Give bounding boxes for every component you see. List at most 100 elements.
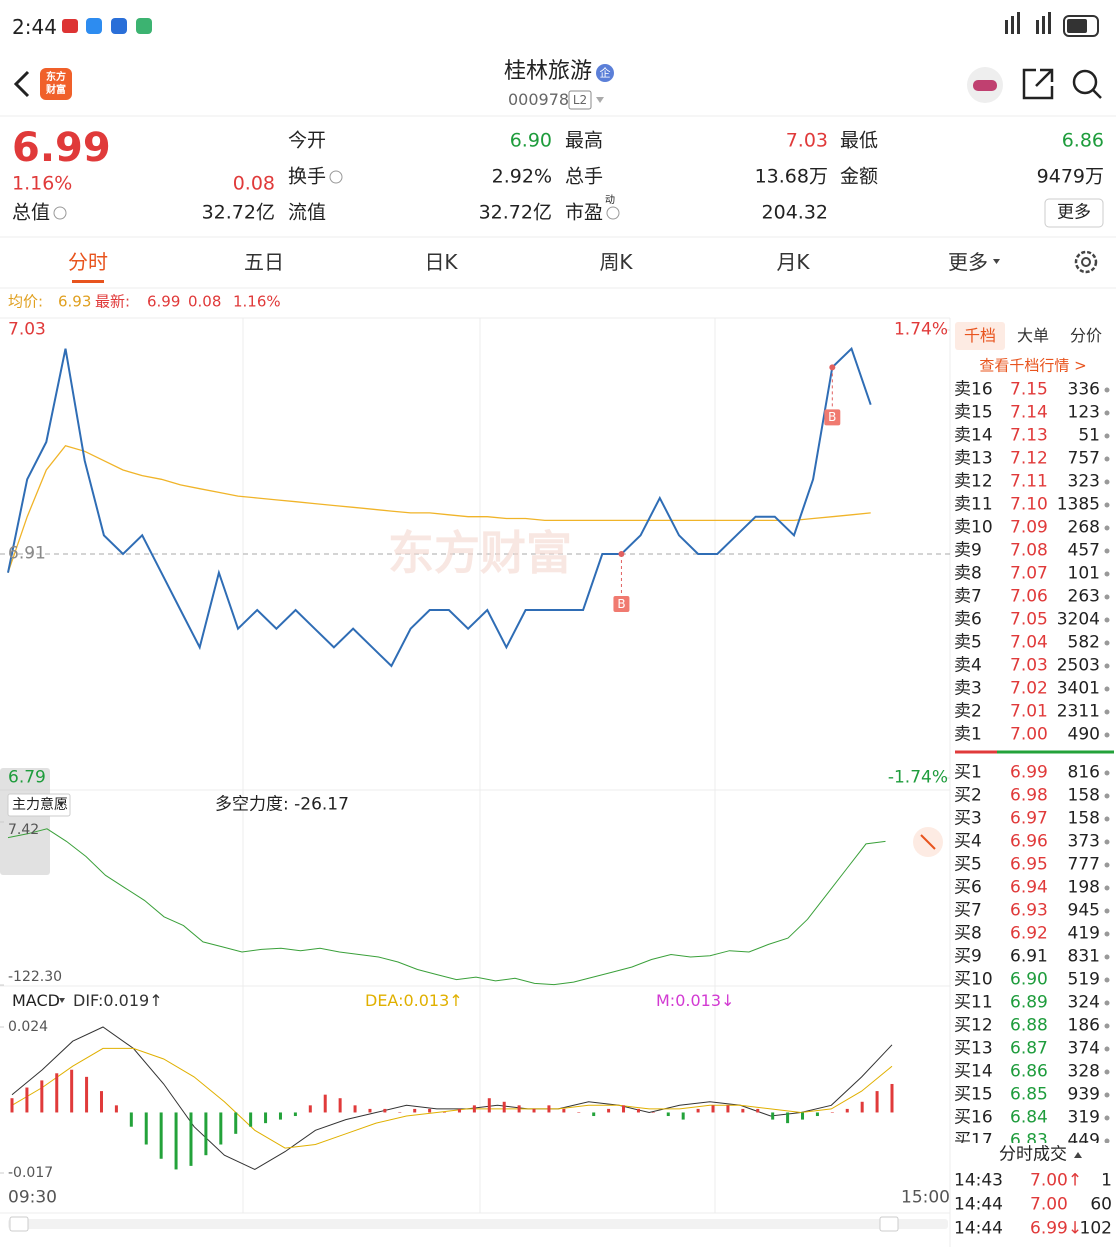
book-tab[interactable]: 大单: [1016, 326, 1050, 345]
tab[interactable]: 更多: [948, 250, 988, 274]
book-dot: [1104, 1046, 1110, 1052]
book-tab[interactable]: 千档: [963, 326, 997, 345]
tab[interactable]: 周K: [599, 250, 633, 274]
trades-title[interactable]: 分时成交: [999, 1144, 1067, 1165]
book-volume: 945: [1067, 900, 1100, 921]
info-icon: [329, 170, 343, 184]
trade-volume: 1: [1101, 1170, 1112, 1191]
macd-name[interactable]: MACD: [12, 991, 60, 1010]
book-dot: [1104, 548, 1110, 554]
tab-caret: [993, 259, 1000, 264]
macd-legend: DIF:0.019↑: [73, 991, 163, 1010]
field-value: 32.72亿: [201, 201, 275, 224]
macd-legend: DEA:0.013↑: [365, 991, 463, 1010]
trade-price: 7.00↑: [1030, 1170, 1083, 1191]
book-volume: 268: [1067, 517, 1100, 538]
book-volume: 186: [1067, 1015, 1100, 1036]
macd-bar: [607, 1108, 611, 1113]
book-label: 卖6: [954, 609, 982, 630]
macd-bar: [99, 1091, 103, 1113]
book-label: 卖1: [954, 724, 982, 745]
book-price: 7.00: [1010, 724, 1048, 745]
back-button[interactable]: [13, 70, 30, 98]
book-price: 6.93: [1010, 900, 1048, 921]
book-dot: [1104, 571, 1110, 577]
book-price: 7.09: [1010, 517, 1048, 538]
book-label: 卖9: [954, 540, 982, 561]
trade-price: 7.00: [1030, 1194, 1068, 1215]
trade-marker: B: [617, 597, 626, 611]
more[interactable]: 更多: [1057, 202, 1091, 223]
tab[interactable]: 分时: [68, 250, 108, 274]
badge-text: 企: [599, 66, 611, 80]
macd-bar: [85, 1076, 89, 1113]
macd-bar: [129, 1112, 133, 1127]
field-value: 2.92%: [491, 165, 552, 188]
legend-value: 6.99: [147, 292, 181, 311]
book-volume: 3401: [1056, 678, 1100, 699]
macd-bar: [547, 1105, 551, 1113]
legend-value: 0.08: [188, 292, 222, 311]
book-price: 6.85: [1010, 1084, 1048, 1105]
macd-bar: [159, 1112, 163, 1159]
tab[interactable]: 月K: [776, 250, 810, 274]
book-volume: 198: [1067, 877, 1100, 898]
dividers: [0, 115, 1116, 1247]
macd-bar: [472, 1105, 476, 1113]
indicator-name[interactable]: 主力意愿: [12, 797, 68, 813]
app-logo: [40, 68, 72, 100]
macd-bar: [786, 1112, 790, 1124]
trade-volume: 60: [1090, 1194, 1112, 1215]
share-button[interactable]: [1022, 68, 1054, 100]
book-volume: 319: [1067, 1107, 1100, 1128]
field-value: 204.32: [761, 201, 828, 224]
book-volume: 816: [1067, 762, 1100, 783]
macd-bar: [622, 1105, 626, 1113]
book-dot: [1104, 1138, 1110, 1144]
book-label: 买4: [954, 831, 982, 852]
book-price: 6.96: [1010, 831, 1048, 852]
book-price: 6.99: [1010, 762, 1048, 783]
book-price: 7.10: [1010, 494, 1048, 515]
book-volume: 158: [1067, 785, 1100, 806]
macd-bar: [860, 1101, 864, 1113]
indicator-selector[interactable]: [7, 793, 71, 817]
scrollbar[interactable]: [8, 1219, 948, 1229]
book-volume: 457: [1067, 540, 1100, 561]
search-button[interactable]: [1072, 69, 1098, 95]
settings-button[interactable]: [1074, 250, 1098, 274]
book-dot: [1104, 793, 1110, 799]
field-label: 流值: [288, 201, 327, 224]
book-volume: 51: [1078, 425, 1100, 446]
field-label: 换手: [288, 165, 327, 188]
macd-bar: [696, 1108, 700, 1113]
book-volume: 2311: [1056, 701, 1100, 722]
book-dot: [1104, 1092, 1110, 1098]
macd-bar: [681, 1112, 685, 1120]
tab[interactable]: 日K: [424, 250, 458, 274]
price-line: [7, 444, 871, 573]
field-value: 9479万: [1036, 165, 1104, 188]
book-dot: [1104, 839, 1110, 845]
level: L2: [572, 93, 588, 107]
book-volume: 263: [1067, 586, 1100, 607]
macd-bar: [711, 1105, 715, 1113]
book-price: 6.91: [1010, 946, 1048, 967]
y-tick-label: -0.017: [8, 1165, 54, 1181]
tab-underline: [72, 280, 104, 283]
tab[interactable]: 五日: [244, 250, 284, 274]
y-tick-label: 6.91: [8, 543, 46, 564]
book-label: 卖2: [954, 701, 982, 722]
trade-time: 14:44: [954, 1218, 1003, 1239]
book-link[interactable]: 查看千档行情 >: [979, 356, 1087, 375]
book-label: 买11: [954, 992, 993, 1013]
trade-box: [824, 409, 841, 426]
trade-volume: 102: [1079, 1218, 1112, 1239]
field-label: 最低: [840, 129, 879, 152]
book-volume: 2503: [1056, 655, 1100, 676]
book-tab[interactable]: 分价: [1069, 326, 1103, 345]
book-dot: [1104, 816, 1110, 822]
more-button[interactable]: [1044, 198, 1104, 228]
